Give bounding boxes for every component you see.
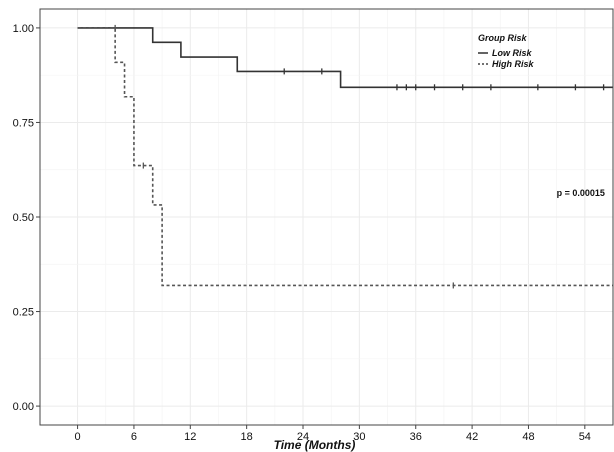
legend: Group Risk Low Risk High Risk	[478, 33, 535, 69]
x-tick-label: 18	[241, 431, 253, 443]
x-tick-label: 12	[184, 431, 196, 443]
y-tick-label: 0.50	[13, 212, 34, 224]
y-tick-label: 0.75	[13, 117, 34, 129]
x-tick-label: 36	[410, 431, 422, 443]
p-value-annotation: p = 0.00015	[557, 188, 605, 198]
grid	[40, 9, 613, 425]
x-axis-ticks: 0 6 12 18 24 30 36 42 48 54	[75, 425, 591, 443]
x-tick-label: 42	[466, 431, 478, 443]
y-axis-ticks: 0.00 0.25 0.50 0.75 1.00	[13, 23, 40, 413]
legend-title: Group Risk	[478, 33, 528, 43]
series-group	[77, 24, 613, 289]
series-line-high-risk	[77, 27, 613, 287]
legend-label-high-risk: High Risk	[492, 59, 535, 69]
y-tick-label: 0.25	[13, 307, 34, 319]
x-tick-label: 54	[579, 431, 591, 443]
y-tick-label: 0.00	[13, 401, 34, 413]
y-tick-label: 1.00	[13, 23, 34, 35]
x-tick-label: 0	[75, 431, 81, 443]
x-axis-title: Time (Months)	[274, 438, 356, 452]
series-line-low-risk	[77, 27, 613, 89]
x-tick-label: 24	[297, 431, 309, 443]
x-tick-label: 30	[353, 431, 365, 443]
legend-label-low-risk: Low Risk	[492, 48, 533, 58]
x-tick-label: 48	[522, 431, 534, 443]
x-tick-label: 6	[131, 431, 137, 443]
